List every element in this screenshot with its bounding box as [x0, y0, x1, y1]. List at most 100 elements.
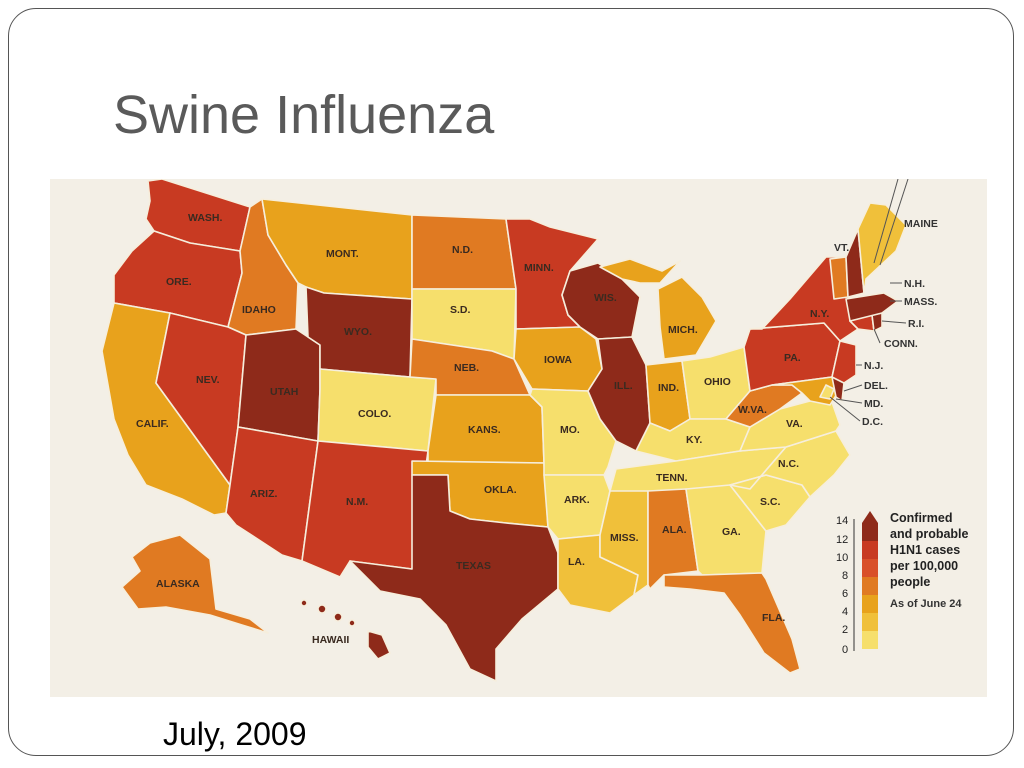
state-hawaii: [367, 630, 391, 660]
legend-tick: 12: [836, 534, 848, 546]
slide-frame: [8, 8, 1014, 756]
legend-title-line: per 100,000: [890, 559, 958, 573]
legend-bar-8-10: [862, 559, 878, 577]
state-dc: [819, 384, 835, 400]
label-wis: WIS.: [594, 292, 617, 304]
label-nd: N.D.: [452, 244, 473, 256]
label-ga: GA.: [722, 526, 741, 538]
label-sd: S.D.: [450, 304, 471, 316]
label-tenn: TENN.: [656, 472, 688, 484]
legend-tick: 8: [842, 570, 848, 582]
slide-caption: July, 2009: [163, 716, 307, 752]
us-h1n1-map: WASH. ORE. CALIF. IDAHO NEV. UTAH ARIZ. …: [50, 179, 987, 697]
label-ore: ORE.: [166, 276, 192, 288]
state-hawaii-isle4: [348, 619, 356, 627]
legend-bar-2-4: [862, 613, 878, 631]
label-fla: FLA.: [762, 612, 785, 624]
state-mass: [845, 292, 899, 322]
label-iowa: IOWA: [544, 354, 572, 366]
legend-title-line: Confirmed: [890, 511, 953, 525]
label-okla: OKLA.: [484, 484, 517, 496]
legend-tick: 2: [842, 624, 848, 636]
label-nev: NEV.: [196, 374, 220, 386]
legend-bar-10-12: [862, 541, 878, 559]
legend-tick: 10: [836, 552, 848, 564]
legend-tick: 14: [836, 515, 848, 527]
state-mich-up: [599, 258, 681, 284]
legend-note: As of June 24: [890, 598, 962, 610]
label-idaho: IDAHO: [242, 304, 276, 316]
label-neb: NEB.: [454, 362, 479, 374]
state-hawaii-isle2: [317, 604, 327, 614]
label-ind: IND.: [658, 382, 679, 394]
label-ohio: OHIO: [704, 376, 731, 388]
state-alaska: [121, 534, 269, 634]
state-ark: [543, 474, 611, 540]
label-la: LA.: [568, 556, 585, 568]
label-wva: W.VA.: [738, 404, 767, 416]
label-alaska: ALASKA: [156, 578, 200, 590]
label-mont: MONT.: [326, 248, 359, 260]
label-colo: COLO.: [358, 408, 391, 420]
label-nc: N.C.: [778, 458, 799, 470]
label-mo: MO.: [560, 424, 580, 436]
state-labels: WASH. ORE. CALIF. IDAHO NEV. UTAH ARIZ. …: [136, 212, 938, 646]
label-ark: ARK.: [564, 494, 590, 506]
legend-bar-0-2: [862, 631, 878, 649]
label-calif: CALIF.: [136, 418, 169, 430]
legend-title-line: H1N1 cases: [890, 543, 960, 557]
label-ala: ALA.: [662, 524, 687, 536]
legend-ticks: 14 12 10 8 6 4 2 0: [836, 515, 848, 656]
label-del: DEL.: [864, 380, 888, 392]
label-kans: KANS.: [468, 424, 501, 436]
state-vt: [829, 256, 849, 300]
label-nm: N.M.: [346, 496, 368, 508]
label-wyo: WYO.: [344, 326, 372, 338]
state-nm: [301, 440, 429, 578]
label-ri: R.I.: [908, 318, 924, 330]
state-mich: [657, 276, 717, 360]
label-ny: N.Y.: [810, 308, 829, 320]
state-texas: [349, 474, 559, 682]
state-hawaii-isle1: [300, 599, 308, 607]
legend-tick: 4: [842, 606, 848, 618]
callout-lines: [829, 179, 909, 422]
label-ky: KY.: [686, 434, 702, 446]
label-maine: MAINE: [904, 218, 938, 230]
label-conn: CONN.: [884, 338, 918, 350]
state-maine: [857, 202, 907, 294]
state-utah: [237, 328, 321, 442]
state-fla: [663, 572, 801, 674]
label-nj: N.J.: [864, 360, 883, 372]
label-mass: MASS.: [904, 296, 937, 308]
label-utah: UTAH: [270, 386, 298, 398]
legend-title-line: and probable: [890, 527, 969, 541]
label-va: VA.: [786, 418, 803, 430]
state-nj: [831, 340, 857, 384]
label-texas: TEXAS: [456, 560, 491, 572]
label-nh: N.H.: [904, 278, 925, 290]
label-hawaii: HAWAII: [312, 634, 349, 646]
label-miss: MISS.: [610, 532, 639, 544]
label-mich: MICH.: [668, 324, 698, 336]
label-sc: S.C.: [760, 496, 781, 508]
label-wash: WASH.: [188, 212, 223, 224]
label-md: MD.: [864, 398, 883, 410]
slide-title: Swine Influenza: [113, 85, 495, 145]
legend-bar-4-6: [862, 595, 878, 613]
legend-tick: 6: [842, 588, 848, 600]
label-ill: ILL.: [614, 380, 633, 392]
label-vt: VT.: [834, 242, 849, 254]
state-hawaii-isle3: [333, 612, 343, 622]
legend-tick: 0: [842, 644, 848, 656]
label-ariz: ARIZ.: [250, 488, 277, 500]
state-ill: [587, 336, 651, 452]
label-minn: MINN.: [524, 262, 554, 274]
legend-title-line: people: [890, 575, 930, 589]
legend-bar-12-14: [862, 511, 878, 541]
legend-bar-6-8: [862, 577, 878, 595]
map-svg: WASH. ORE. CALIF. IDAHO NEV. UTAH ARIZ. …: [101, 179, 969, 682]
label-pa: PA.: [784, 352, 801, 364]
legend: 14 12 10 8 6 4 2 0 Confirmed and probabl…: [836, 511, 969, 656]
label-dc: D.C.: [862, 416, 883, 428]
